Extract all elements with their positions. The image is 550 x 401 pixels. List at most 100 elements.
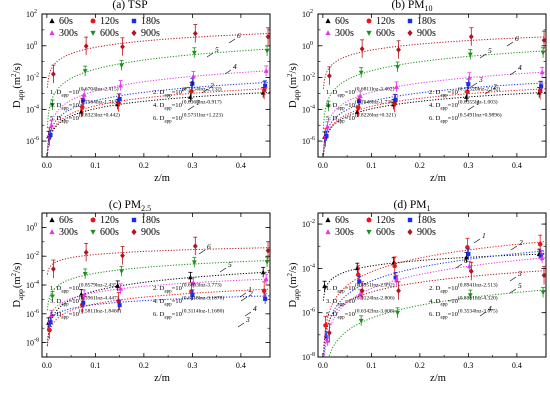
data-point — [394, 277, 399, 283]
legend-label: 600s — [376, 28, 395, 39]
curve-label-4: 4 — [233, 62, 237, 71]
x-tick-label: 0.1 — [90, 161, 100, 170]
y-label-main: D — [12, 100, 23, 108]
legend-marker — [325, 217, 331, 223]
y-label-tail: /s) — [12, 262, 23, 273]
fit-equation: 2. Dapp=10(0.6663lnz-3.773) — [153, 282, 222, 295]
y-tick-base: 10 — [26, 137, 34, 146]
eq-sub: app — [164, 316, 172, 321]
data-point — [467, 52, 473, 58]
curve-label-arrow — [479, 311, 487, 317]
x-axis-label: z/m — [430, 373, 446, 384]
eq-lhs: 2. D — [429, 285, 441, 292]
data-point — [325, 124, 330, 129]
fit-equation: 6. Dapp=10(0.3114lnz-1.1680) — [153, 308, 224, 321]
fit-equation: 5. Dapp=10(0.8323lnz+0.442) — [50, 112, 120, 125]
x-tick-label: 0.4 — [236, 161, 246, 170]
data-point — [83, 43, 89, 49]
data-point — [82, 272, 88, 277]
curve-label-arrow — [455, 263, 463, 269]
curve-label-2: 2 — [210, 81, 214, 90]
x-tick-label: 0.3 — [463, 161, 473, 170]
fit-equation: 5. Dapp=10(0.5811lnz-1.8460) — [50, 308, 121, 321]
data-point — [466, 263, 472, 269]
legend-label: 60s — [59, 215, 73, 226]
y-label-sub: app — [292, 289, 301, 300]
fit-equation: 2. Dapp=10(0.7154lnz-2.132) — [153, 86, 222, 99]
data-point — [357, 98, 362, 104]
eq-lhs: 5. D — [326, 115, 338, 122]
y-tick-exponent: -4 — [310, 263, 315, 269]
eq-sub: app — [440, 94, 448, 99]
x-tick-label: 0.2 — [139, 361, 149, 370]
data-point — [393, 97, 398, 102]
x-tick-label: 0.2 — [415, 161, 425, 170]
y-tick-label: 10-6 — [26, 136, 39, 146]
y-tick-label: 10-4 — [302, 263, 315, 273]
y-label-sup: 2 — [10, 73, 18, 77]
curve-label-4: 4 — [488, 304, 492, 313]
curve-label-1: 1 — [476, 98, 480, 107]
eq-lhs: 5. D — [50, 311, 62, 318]
eq-base: =10 — [172, 285, 183, 292]
eq-base: =10 — [448, 102, 459, 109]
data-point — [260, 269, 266, 275]
curve-label-3: 3 — [189, 79, 194, 88]
eq-base: =10 — [345, 102, 356, 109]
y-tick-base: 10 — [26, 10, 34, 19]
data-point — [117, 96, 122, 102]
eq-base: =10 — [448, 115, 459, 122]
data-point — [51, 71, 56, 77]
eq-lhs: 6. D — [429, 311, 441, 318]
legend-label: 300s — [335, 28, 354, 39]
y-tick-exponent: 0 — [34, 41, 37, 47]
data-point — [263, 68, 269, 73]
eq-exponent: (0.5811lnz-1.8460) — [79, 308, 121, 315]
data-point — [189, 89, 194, 94]
y-tick-label: 10-4 — [26, 104, 39, 114]
data-point — [48, 132, 53, 138]
data-point — [357, 279, 362, 284]
legend-marker — [407, 29, 413, 37]
y-tick-base: 10 — [302, 74, 310, 83]
y-tick-exponent: 0 — [310, 41, 313, 47]
eq-exponent: (0.6342lnz-3.608) — [355, 308, 395, 315]
y-label-sup: 2 — [286, 272, 294, 276]
x-tick-label: 0.2 — [139, 161, 149, 170]
y-tick-base: 10 — [26, 74, 34, 83]
data-point — [468, 33, 474, 40]
eq-exponent: (0.5491lnz+0.9896) — [458, 112, 502, 119]
fit-curve-4 — [328, 289, 546, 357]
y-label-sub: app — [16, 289, 25, 300]
legend-label: 120s — [100, 16, 119, 27]
fit-curve-3 — [322, 82, 546, 156]
data-point — [359, 45, 365, 52]
eq-sub: app — [337, 94, 345, 99]
y-tick-base: 10 — [302, 353, 310, 362]
legend-label: 60s — [59, 16, 73, 27]
data-point — [540, 50, 546, 56]
y-tick-base: 10 — [26, 105, 34, 114]
data-point — [261, 288, 267, 294]
curve-label-2: 2 — [519, 238, 523, 247]
eq-exponent: (0.8951lnz-2.092) — [355, 282, 395, 289]
eq-base: =10 — [345, 298, 356, 305]
legend-marker — [49, 229, 55, 235]
y-axis-label: Dapp(m2/s) — [10, 62, 25, 108]
curve-label-5: 5 — [228, 260, 232, 269]
data-point — [79, 104, 85, 110]
fit-curve-6 — [322, 36, 546, 89]
curve-label-6: 6 — [237, 31, 241, 40]
data-point — [118, 286, 123, 291]
legend-label: 300s — [59, 227, 78, 238]
plot-frame — [317, 212, 547, 358]
eq-lhs: 1. D — [326, 285, 338, 292]
fit-equation: 1. Dapp=10(0.8951lnz-2.092) — [326, 282, 395, 295]
legend-marker — [90, 18, 96, 24]
legend-label: 60s — [335, 215, 349, 226]
eq-sub: app — [440, 120, 448, 125]
x-tick-label: 0.4 — [512, 161, 522, 170]
y-tick-label: 10-4 — [302, 104, 315, 114]
fit-equation: 1. Dapp=10(0.8579lnz-2.435) — [50, 282, 119, 295]
panel-title-sub: 10 — [424, 4, 432, 13]
